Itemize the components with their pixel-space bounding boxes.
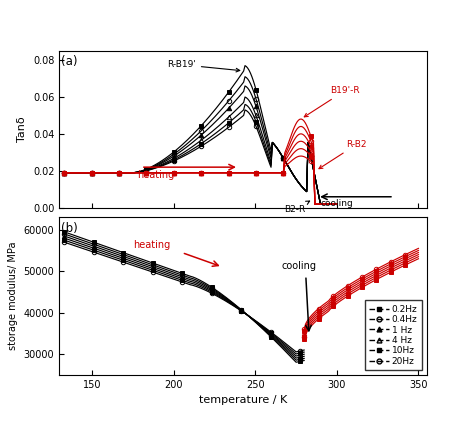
Legend: 0.2Hz, 0.4Hz, 1 Hz, 4 Hz, 10Hz, 20Hz: 0.2Hz, 0.4Hz, 1 Hz, 4 Hz, 10Hz, 20Hz [365, 300, 422, 370]
Text: R-B2: R-B2 [319, 140, 367, 169]
Text: heating: heating [137, 170, 175, 180]
Text: R-B19': R-B19' [167, 60, 240, 72]
Text: (b): (b) [61, 222, 78, 235]
Text: (a): (a) [61, 55, 78, 68]
Text: B2-R: B2-R [284, 201, 310, 213]
Y-axis label: storage modulus/ MPa: storage modulus/ MPa [8, 242, 18, 350]
Text: B19'-R: B19'-R [304, 86, 360, 117]
X-axis label: temperature / K: temperature / K [199, 395, 287, 405]
Y-axis label: Tanδ: Tanδ [18, 116, 27, 142]
Text: cooling: cooling [320, 199, 353, 208]
Text: heating: heating [133, 240, 170, 250]
Text: cooling: cooling [281, 261, 316, 271]
